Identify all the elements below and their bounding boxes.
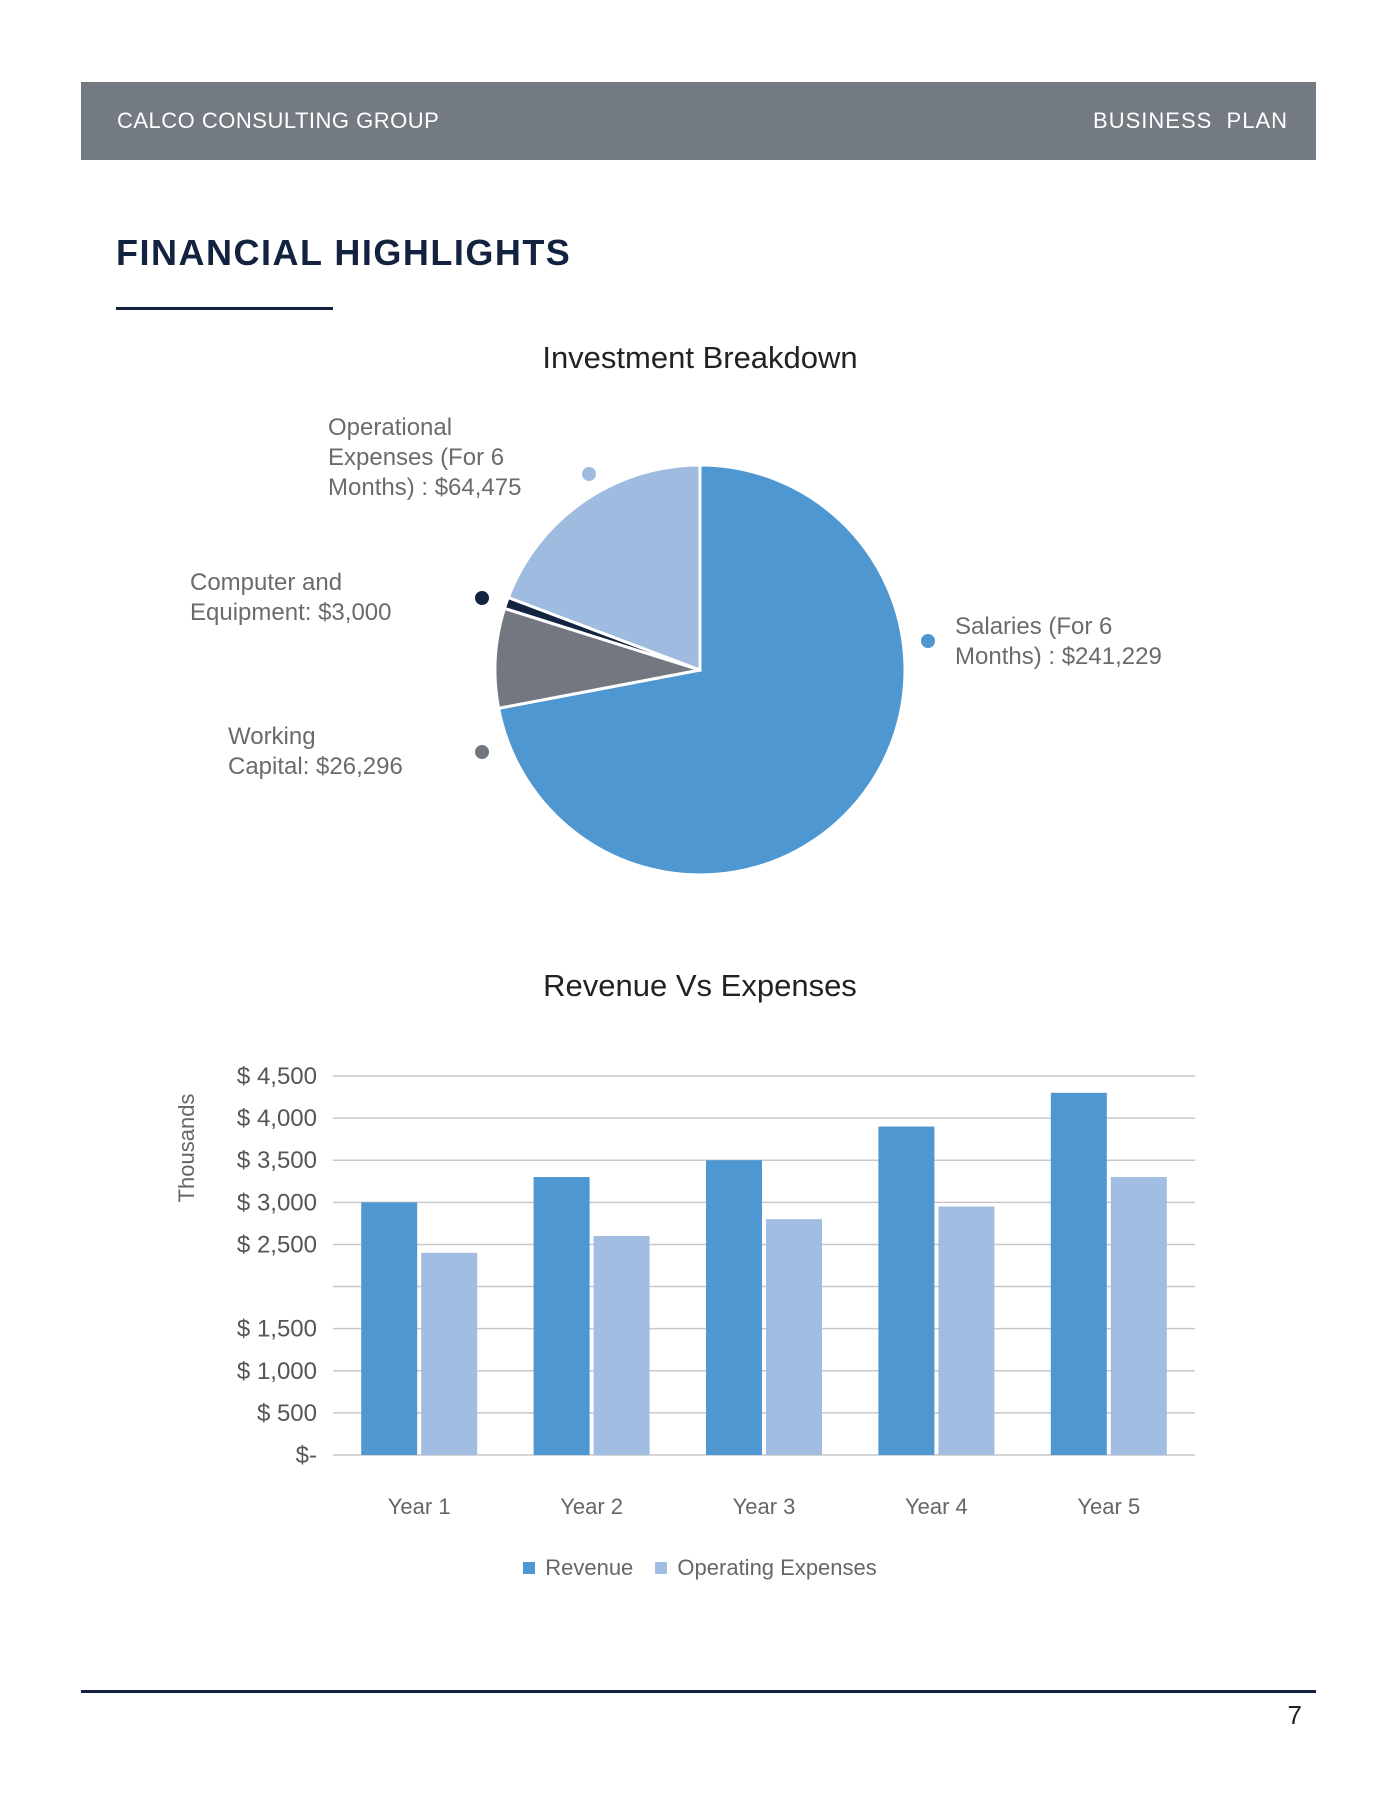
y-tick-label: $- [296,1442,317,1469]
pie-slice-operational-expenses [506,463,702,673]
document-type: BUSINESS PLAN [1093,108,1288,133]
x-tick-label: Year 5 [1077,1494,1140,1519]
bar-revenue [361,1202,418,1455]
pie-dot-salaries [921,634,935,648]
legend-swatch-operating-expenses [655,1562,668,1574]
bar-chart-title: Revenue Vs Expenses [543,968,857,1003]
y-tick-label: $ 1,500 [237,1316,317,1343]
y-tick-label: $ 4,500 [237,1063,317,1090]
legend-swatch-revenue [523,1562,536,1574]
bar-revenue [878,1126,935,1455]
pie-slice-working-capital [493,606,701,711]
bar-operating-expenses [938,1206,995,1455]
pie-label-salaries: Salaries (For 6 Months) : $241,229 [955,613,1162,670]
pie-label-working-capital: Working Capital: $26,296 [228,723,403,780]
pie-slice-salaries [496,463,907,877]
y-tick-label: $ 500 [257,1400,317,1427]
y-tick-label: $ 3,500 [237,1147,317,1174]
company-name: CALCO CONSULTING GROUP [117,108,440,133]
y-tick-label: $ 1,000 [237,1358,317,1385]
legend-label-revenue: Revenue [545,1555,634,1580]
pie-chart-title: Investment Breakdown [542,340,858,375]
x-tick-label: Year 4 [905,1494,968,1519]
pie-dot-operational-expenses [582,467,596,481]
bar-revenue [533,1177,590,1455]
bar-operating-expenses [421,1252,478,1455]
page-number: 7 [1287,1700,1302,1730]
header-band: CALCO CONSULTING GROUP BUSINESS PLAN [81,82,1316,160]
section-title: FINANCIAL HIGHLIGHTS [116,232,572,273]
footer-rule [81,1690,1316,1693]
bar-operating-expenses [593,1236,650,1455]
y-tick-label: $ 2,500 [237,1231,317,1258]
pie-dot-working-capital [475,745,489,759]
legend-item-revenue: Revenue [523,1555,633,1581]
pie-label-computer-equipment: Computer and Equipment: $3,000 [190,569,392,626]
x-tick-label: Year 3 [733,1494,796,1519]
bar-operating-expenses [1110,1177,1167,1455]
pie-dot-computer-equipment [475,591,489,605]
bar-revenue [1050,1092,1107,1455]
x-tick-label: Year 1 [388,1494,451,1519]
legend-label-operating-expenses: Operating Expenses [677,1555,877,1580]
x-tick-label: Year 2 [560,1494,623,1519]
bar-operating-expenses [766,1219,822,1455]
pie-label-operational-expenses: Operational Expenses (For 6 Months) : $6… [328,414,522,501]
y-tick-label: $ 4,000 [237,1105,317,1132]
bar-chart-legend: Revenue Operating Expenses [0,1554,1400,1581]
y-axis-label: Thousands [174,1094,199,1203]
title-underline [116,307,333,310]
bar-revenue [706,1160,762,1455]
y-tick-label: $ 3,000 [237,1189,317,1216]
legend-item-operating-expenses: Operating Expenses [655,1555,877,1581]
